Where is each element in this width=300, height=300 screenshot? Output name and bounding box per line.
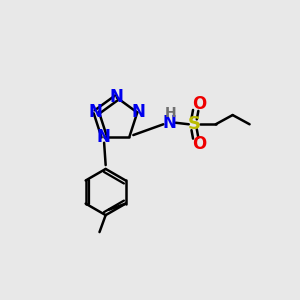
Text: H: H xyxy=(165,106,177,120)
Text: N: N xyxy=(131,103,145,121)
Text: N: N xyxy=(110,88,124,106)
Text: S: S xyxy=(188,115,201,133)
Text: N: N xyxy=(88,103,103,121)
Text: N: N xyxy=(163,114,176,132)
Text: O: O xyxy=(192,95,207,113)
Text: N: N xyxy=(96,128,110,146)
Text: O: O xyxy=(192,135,207,153)
